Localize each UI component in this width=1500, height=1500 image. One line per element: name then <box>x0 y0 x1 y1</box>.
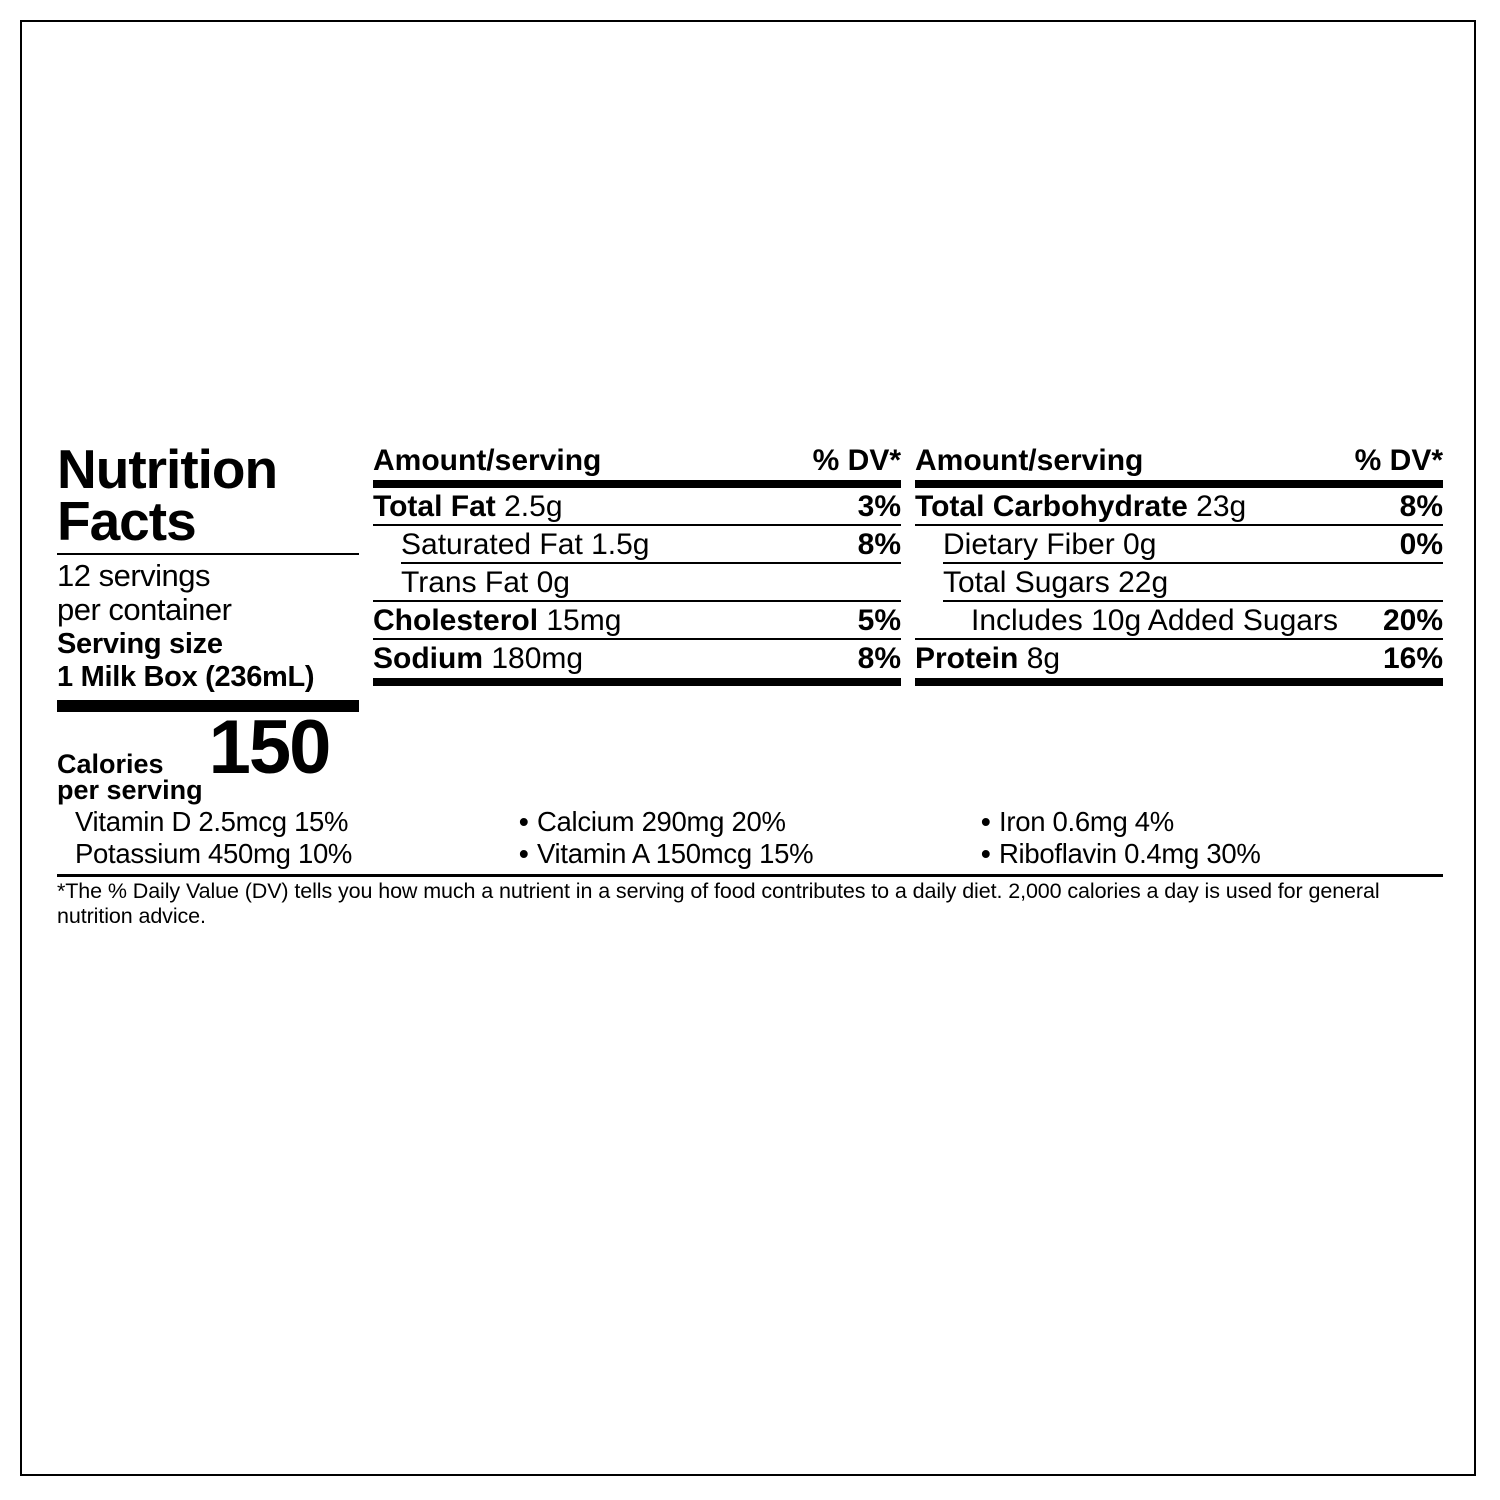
nutrient-label: Cholesterol 15mg <box>373 604 858 638</box>
vitamin-item: •Calcium 290mg 20% <box>519 806 981 838</box>
nutrient-dv: 8% <box>1400 490 1443 524</box>
vitamin-item: •Potassium 450mg 10% <box>57 838 519 870</box>
nutrient-label: Saturated Fat 1.5g <box>373 528 858 562</box>
col2-hdr-amount: Amount/serving <box>915 444 1355 478</box>
calories-row: Calories per serving 150 <box>57 712 359 803</box>
footnote: *The % Daily Value (DV) tells you how mu… <box>57 879 1443 929</box>
nutrient-dv: 8% <box>858 642 901 676</box>
serving-size-value: 1 Milk Box (236mL) <box>57 661 359 694</box>
nutrient-label: Trans Fat 0g <box>401 566 901 600</box>
vitamin-text: Vitamin D 2.5mcg 15% <box>75 806 348 838</box>
nutrient-dv: 16% <box>1383 642 1443 676</box>
nutrient-dv: 5% <box>858 604 901 638</box>
col2-row: Total Carbohydrate 23g8% <box>915 488 1443 524</box>
servings-per-container: 12 servings per container <box>57 559 359 626</box>
nutrient-dv: 3% <box>858 490 901 524</box>
nutrient-dv: 8% <box>858 528 901 562</box>
nutrition-facts-panel: Nutrition Facts 12 servings per containe… <box>57 444 1443 929</box>
col2-row: Total Sugars 22g <box>943 562 1443 600</box>
bullet-icon: • <box>981 838 999 870</box>
vitamin-text: Vitamin A 150mcg 15% <box>537 838 813 870</box>
col2-row: Includes 10g Added Sugars20% <box>943 600 1443 638</box>
col1-row: Sodium 180mg8% <box>373 638 901 676</box>
col1-hdr-amount: Amount/serving <box>373 444 813 478</box>
vitamin-column: •Iron 0.6mg 4%•Riboflavin 0.4mg 30% <box>981 806 1443 871</box>
bullet-icon: • <box>519 806 537 838</box>
vitamin-item: •Vitamin D 2.5mcg 15% <box>57 806 519 838</box>
vitamin-text: Riboflavin 0.4mg 30% <box>999 838 1261 870</box>
nutrient-dv: 0% <box>1400 528 1443 562</box>
calories-value: 150 <box>209 712 330 784</box>
servings-line2: per container <box>57 592 231 627</box>
nutrient-label: Includes 10g Added Sugars <box>943 604 1383 638</box>
title: Nutrition Facts <box>57 444 359 547</box>
calories-label-2: per serving <box>57 775 203 805</box>
nutrients-col-1: Amount/serving % DV* Total Fat 2.5g3%Sat… <box>373 444 901 804</box>
nutrient-label: Total Carbohydrate 23g <box>915 490 1400 524</box>
vitamin-item: •Riboflavin 0.4mg 30% <box>981 838 1443 870</box>
col2-hdr-dv: % DV* <box>1355 444 1443 478</box>
nutrient-label: Sodium 180mg <box>373 642 858 676</box>
nutrient-label: Total Sugars 22g <box>943 566 1443 600</box>
nutrient-label: Total Fat 2.5g <box>373 490 858 524</box>
vitamin-column: •Vitamin D 2.5mcg 15%•Potassium 450mg 10… <box>57 806 519 871</box>
col1-row: Saturated Fat 1.5g8% <box>373 524 901 562</box>
bullet-icon: • <box>519 838 537 870</box>
col2-row: Dietary Fiber 0g0% <box>915 524 1443 562</box>
bullet-icon: • <box>981 806 999 838</box>
vitamin-column: •Calcium 290mg 20%•Vitamin A 150mcg 15% <box>519 806 981 871</box>
vitamins-row: •Vitamin D 2.5mcg 15%•Potassium 450mg 10… <box>57 806 1443 871</box>
left-block: Nutrition Facts 12 servings per containe… <box>57 444 359 804</box>
nutrient-label: Protein 8g <box>915 642 1383 676</box>
col1-row: Total Fat 2.5g3% <box>373 488 901 524</box>
col1-row: Trans Fat 0g <box>401 562 901 600</box>
nutrients-col-2: Amount/serving % DV* Total Carbohydrate … <box>915 444 1443 804</box>
vitamin-text: Iron 0.6mg 4% <box>999 806 1174 838</box>
col2-row: Protein 8g16% <box>915 638 1443 676</box>
vitamin-item: •Vitamin A 150mcg 15% <box>519 838 981 870</box>
nutrient-dv: 20% <box>1383 604 1443 638</box>
page-frame: Nutrition Facts 12 servings per containe… <box>20 20 1476 1476</box>
vitamin-item: •Iron 0.6mg 4% <box>981 806 1443 838</box>
vitamin-text: Calcium 290mg 20% <box>537 806 786 838</box>
col1-hdr-dv: % DV* <box>813 444 901 478</box>
col1-row: Cholesterol 15mg5% <box>373 600 901 638</box>
serving-size-label: Serving size <box>57 628 359 661</box>
title-line2: Facts <box>57 490 196 552</box>
vitamin-text: Potassium 450mg 10% <box>75 838 352 870</box>
servings-line1: 12 servings <box>57 558 210 593</box>
nutrient-label: Dietary Fiber 0g <box>915 528 1400 562</box>
